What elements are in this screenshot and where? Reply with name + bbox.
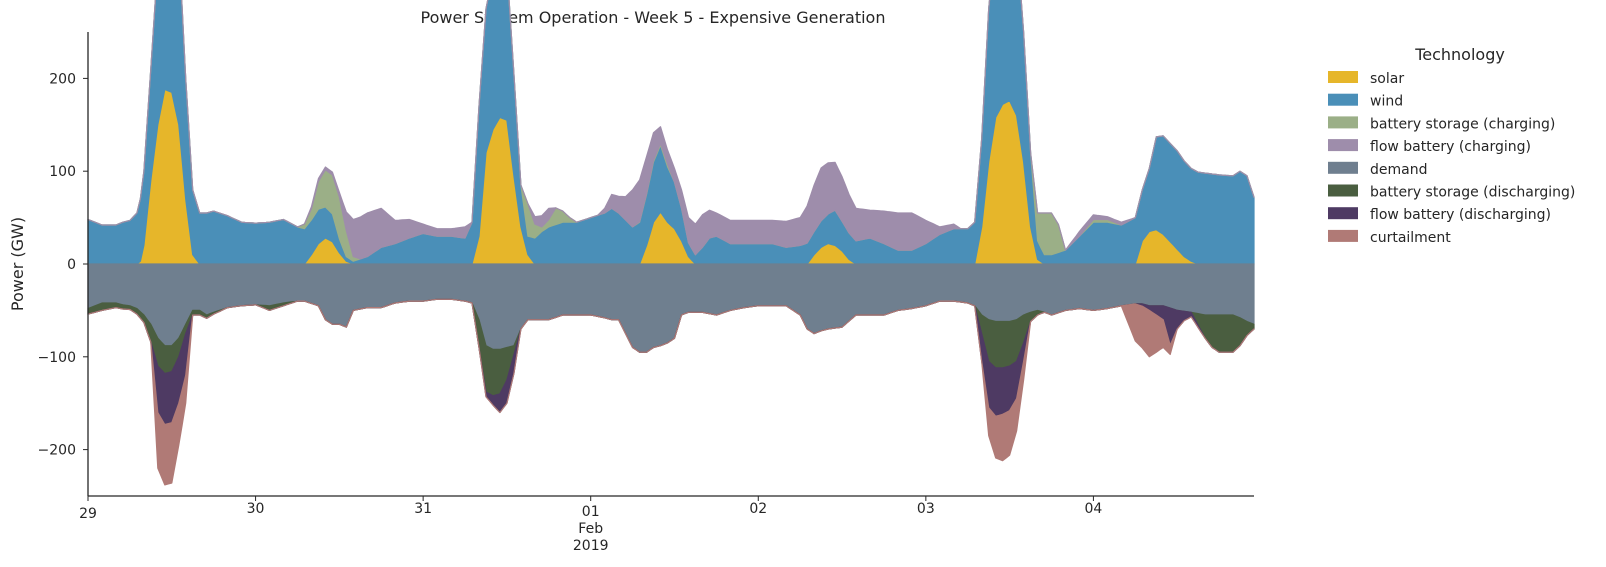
y-tick-label: 100 bbox=[49, 164, 76, 180]
x-tick-label: 03 bbox=[917, 501, 935, 517]
legend-swatch-battery-storage-discharging bbox=[1328, 184, 1358, 197]
chart-title: Power System Operation - Week 5 - Expens… bbox=[421, 8, 886, 27]
x-tick-label: 30 bbox=[247, 501, 265, 517]
x-tick-label: 31 bbox=[414, 501, 432, 517]
legend-label-curtailment: curtailment bbox=[1370, 230, 1451, 246]
x-tick-label: 2019 bbox=[573, 538, 609, 554]
y-tick-label: −100 bbox=[38, 350, 76, 366]
legend-label-demand: demand bbox=[1370, 162, 1427, 178]
area-curtailment bbox=[87, 298, 1255, 486]
legend-label-wind: wind bbox=[1370, 94, 1403, 110]
y-tick-label: 200 bbox=[49, 71, 76, 87]
y-ticks: 200 100 0 −100 −200 bbox=[38, 71, 88, 459]
legend-label-flow-battery-charging: flow battery (charging) bbox=[1370, 139, 1531, 155]
legend-swatch-demand bbox=[1328, 161, 1358, 174]
legend-items: solar wind battery storage (charging) flow … bbox=[1328, 71, 1575, 246]
legend-swatch-battery-storage-charging bbox=[1328, 116, 1358, 129]
legend-swatch-solar bbox=[1328, 71, 1358, 83]
area-flow-battery-charging bbox=[87, 0, 1255, 260]
legend-swatch-flow-battery-discharging bbox=[1328, 207, 1358, 220]
x-tick-label: 04 bbox=[1084, 501, 1102, 517]
x-tick-label: 01 bbox=[582, 504, 600, 520]
legend-swatch-wind bbox=[1328, 93, 1358, 106]
area-wind bbox=[87, 0, 1255, 265]
legend-label-solar: solar bbox=[1370, 71, 1404, 87]
x-tick-label: Feb bbox=[578, 521, 603, 537]
legend-label-battery-storage-discharging: battery storage (discharging) bbox=[1370, 185, 1575, 201]
legend: Technology solar wind battery storage (cha… bbox=[1328, 45, 1575, 246]
legend-label-flow-battery-discharging: flow battery (discharging) bbox=[1370, 207, 1551, 223]
legend-title: Technology bbox=[1414, 45, 1505, 64]
x-tick-label: 29 bbox=[79, 506, 97, 522]
y-tick-label: −200 bbox=[38, 443, 76, 459]
y-axis-label: Power (GW) bbox=[8, 217, 27, 311]
y-tick-label: 0 bbox=[67, 257, 76, 273]
x-tick-label: 02 bbox=[749, 501, 767, 517]
legend-label-battery-storage-charging: battery storage (charging) bbox=[1370, 116, 1555, 132]
plot-areas bbox=[87, 0, 1255, 486]
legend-swatch-curtailment bbox=[1328, 229, 1358, 242]
legend-swatch-flow-battery-charging bbox=[1328, 139, 1358, 152]
